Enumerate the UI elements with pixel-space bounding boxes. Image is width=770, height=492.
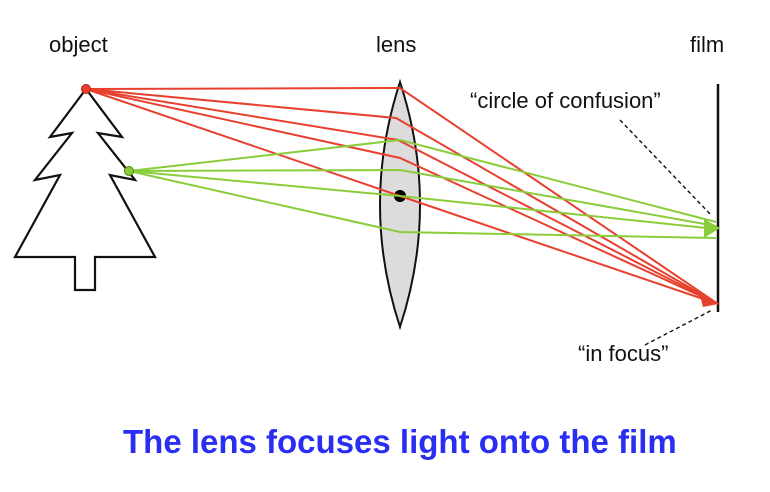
red-ray — [85, 86, 719, 305]
red-ray — [85, 88, 719, 305]
object-label: object — [49, 32, 108, 57]
lens-icon — [379, 78, 421, 331]
green-source-point — [124, 166, 134, 176]
green-ray — [128, 138, 717, 223]
green-ray — [128, 170, 717, 230]
focus-leader — [644, 309, 713, 346]
coc-leader — [619, 119, 713, 217]
green-arrowhead — [704, 219, 720, 238]
green-rays — [128, 138, 717, 239]
lens-label: lens — [376, 32, 417, 57]
caption: The lens focuses light onto the film — [123, 423, 677, 460]
green-ray — [128, 170, 717, 239]
red-focus-arrowhead — [700, 296, 718, 307]
circle-of-confusion-label: “circle of confusion” — [470, 88, 661, 113]
red-source-point — [81, 84, 91, 94]
film-label: film — [690, 32, 725, 57]
in-focus-label: “in focus” — [578, 341, 669, 366]
green-ray — [128, 168, 717, 227]
red-ray — [85, 88, 719, 305]
tree-icon — [13, 87, 157, 292]
